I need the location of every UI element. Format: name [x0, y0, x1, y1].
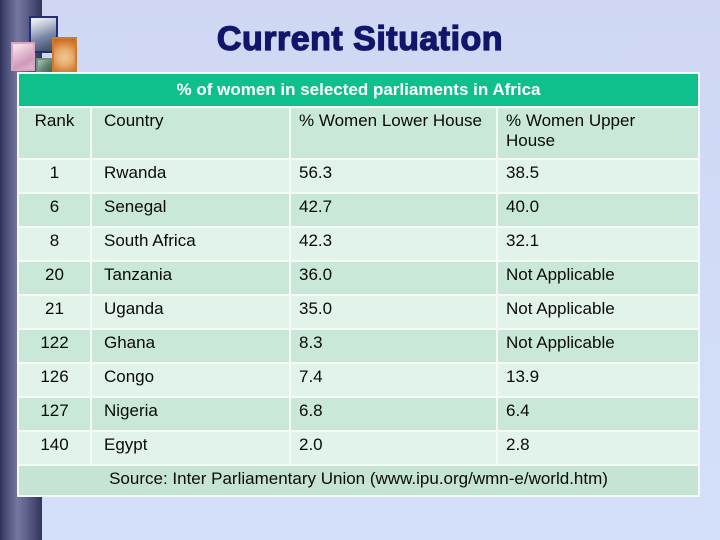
table-row: 1 Rwanda 56.3 38.5	[19, 160, 698, 192]
cell-lower: 42.7	[291, 194, 496, 226]
portrait-photo-pink	[11, 42, 35, 71]
cell-upper: Not Applicable	[498, 296, 698, 328]
cell-country: Rwanda	[92, 160, 289, 192]
cell-upper: 2.8	[498, 432, 698, 464]
cell-rank: 21	[19, 296, 90, 328]
col-header-rank: Rank	[19, 108, 90, 158]
table-grid: Rank Country % Women Lower House % Women…	[19, 108, 698, 495]
table-row: 6 Senegal 42.7 40.0	[19, 194, 698, 226]
col-header-upper: % Women Upper House	[498, 108, 698, 158]
table-header-row: Rank Country % Women Lower House % Women…	[19, 108, 698, 158]
cell-upper: 6.4	[498, 398, 698, 430]
cell-country: Nigeria	[92, 398, 289, 430]
cell-rank: 6	[19, 194, 90, 226]
table-row: 126 Congo 7.4 13.9	[19, 364, 698, 396]
slide-title: Current Situation	[216, 19, 504, 58]
col-header-lower: % Women Lower House	[291, 108, 496, 158]
cell-rank: 126	[19, 364, 90, 396]
cell-rank: 8	[19, 228, 90, 260]
table-row: 8 South Africa 42.3 32.1	[19, 228, 698, 260]
cell-upper: 13.9	[498, 364, 698, 396]
cell-lower: 2.0	[291, 432, 496, 464]
cell-lower: 7.4	[291, 364, 496, 396]
cell-lower: 6.8	[291, 398, 496, 430]
cell-lower: 35.0	[291, 296, 496, 328]
cell-rank: 140	[19, 432, 90, 464]
cell-upper: 32.1	[498, 228, 698, 260]
data-table: % of women in selected parliaments in Af…	[17, 72, 700, 497]
cell-lower: 42.3	[291, 228, 496, 260]
cell-country: Ghana	[92, 330, 289, 362]
cell-country: Tanzania	[92, 262, 289, 294]
cell-upper: Not Applicable	[498, 330, 698, 362]
portrait-photo-orange	[52, 37, 77, 74]
table-row: 20 Tanzania 36.0 Not Applicable	[19, 262, 698, 294]
cell-lower: 36.0	[291, 262, 496, 294]
table-caption: % of women in selected parliaments in Af…	[19, 74, 698, 106]
table-row: 122 Ghana 8.3 Not Applicable	[19, 330, 698, 362]
cell-rank: 127	[19, 398, 90, 430]
col-header-country: Country	[92, 108, 289, 158]
source-row: Source: Inter Parliamentary Union (www.i…	[19, 466, 698, 495]
table-row: 127 Nigeria 6.8 6.4	[19, 398, 698, 430]
cell-country: Congo	[92, 364, 289, 396]
cell-upper: 40.0	[498, 194, 698, 226]
cell-upper: 38.5	[498, 160, 698, 192]
col-header-upper-label: % Women Upper House	[506, 111, 636, 150]
cell-upper: Not Applicable	[498, 262, 698, 294]
cell-country: South Africa	[92, 228, 289, 260]
cell-rank: 20	[19, 262, 90, 294]
cell-lower: 8.3	[291, 330, 496, 362]
table-row: 140 Egypt 2.0 2.8	[19, 432, 698, 464]
cell-rank: 1	[19, 160, 90, 192]
cell-country: Senegal	[92, 194, 289, 226]
cell-rank: 122	[19, 330, 90, 362]
cell-country: Egypt	[92, 432, 289, 464]
cell-country: Uganda	[92, 296, 289, 328]
cell-lower: 56.3	[291, 160, 496, 192]
table-row: 21 Uganda 35.0 Not Applicable	[19, 296, 698, 328]
